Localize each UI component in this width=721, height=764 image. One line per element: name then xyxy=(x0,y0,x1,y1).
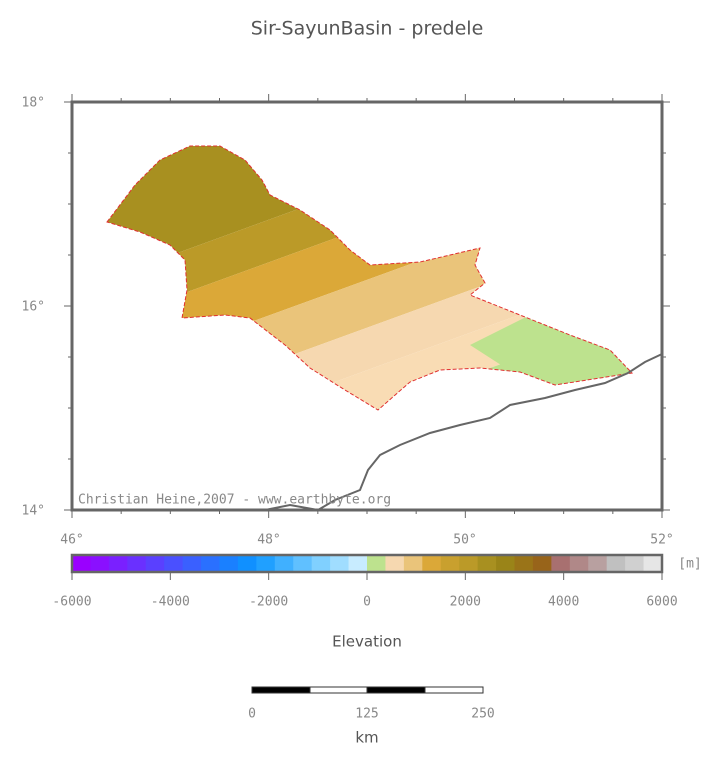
colorbar-frame xyxy=(70,553,664,574)
colorbar-swatch xyxy=(274,555,294,572)
colorbar-tick-label: -4000 xyxy=(151,595,190,610)
scale-label: 250 xyxy=(471,707,494,722)
colorbar-swatch xyxy=(108,555,128,572)
scale-label: 125 xyxy=(355,707,378,722)
lat-label: 18° xyxy=(22,96,45,111)
colorbar-tick-label: 2000 xyxy=(450,595,481,610)
colorbar-swatch xyxy=(385,555,405,572)
credit: Christian Heine,2007 - www.earthbyte.org xyxy=(78,493,391,508)
colorbar xyxy=(71,555,663,580)
lon-label: 46° xyxy=(60,533,83,548)
lon-label: 50° xyxy=(453,533,476,548)
lat-label: 16° xyxy=(22,300,45,315)
colorbar-swatch xyxy=(127,555,147,572)
colorbar-swatch xyxy=(403,555,423,572)
colorbar-swatch xyxy=(256,555,276,572)
colorbar-swatch xyxy=(625,555,645,572)
colorbar-swatch xyxy=(237,555,257,572)
colorbar-swatch xyxy=(90,555,110,572)
lon-label: 52° xyxy=(650,533,673,548)
scalebar xyxy=(251,686,484,694)
lon-label: 48° xyxy=(257,533,280,548)
colorbar-swatch xyxy=(348,555,368,572)
colorbar-tick-label: -6000 xyxy=(52,595,91,610)
colorbar-tick-label: 6000 xyxy=(646,595,677,610)
colorbar-swatch xyxy=(459,555,479,572)
colorbar-swatch xyxy=(532,555,552,572)
colorbar-swatch xyxy=(551,555,571,572)
colorbar-unit: [m] xyxy=(678,557,701,572)
colorbar-swatch xyxy=(477,555,497,572)
colorbar-swatch xyxy=(219,555,239,572)
colorbar-swatch xyxy=(569,555,589,572)
colorbar-tick-label: 4000 xyxy=(548,595,579,610)
axis-ticks xyxy=(64,94,670,518)
colorbar-tick-label: 0 xyxy=(363,595,371,610)
lat-label: 14° xyxy=(22,504,45,519)
scale-unit: km xyxy=(355,729,378,747)
colorbar-swatch xyxy=(293,555,313,572)
colorbar-swatch xyxy=(201,555,220,572)
colorbar-swatch xyxy=(145,555,165,572)
colorbar-swatch xyxy=(422,555,442,572)
colorbar-swatch xyxy=(311,555,331,572)
colorbar-tick-label: -2000 xyxy=(249,595,288,610)
colorbar-swatch xyxy=(182,555,202,572)
title: Sir-SayunBasin - predele xyxy=(251,18,484,40)
colorbar-swatch xyxy=(330,555,350,572)
colorbar-swatch xyxy=(496,555,515,572)
colorbar-swatch xyxy=(514,555,534,572)
colorbar-swatch xyxy=(367,555,386,572)
scale-label: 0 xyxy=(248,707,256,722)
colorbar-label: Elevation xyxy=(332,633,402,651)
colorbar-swatch xyxy=(588,555,608,572)
colorbar-swatch xyxy=(164,555,184,572)
coastline xyxy=(264,353,663,512)
colorbar-swatch xyxy=(606,555,626,572)
colorbar-swatch xyxy=(440,555,460,572)
colorbar-swatch xyxy=(643,555,663,572)
colorbar-swatch xyxy=(72,555,91,572)
